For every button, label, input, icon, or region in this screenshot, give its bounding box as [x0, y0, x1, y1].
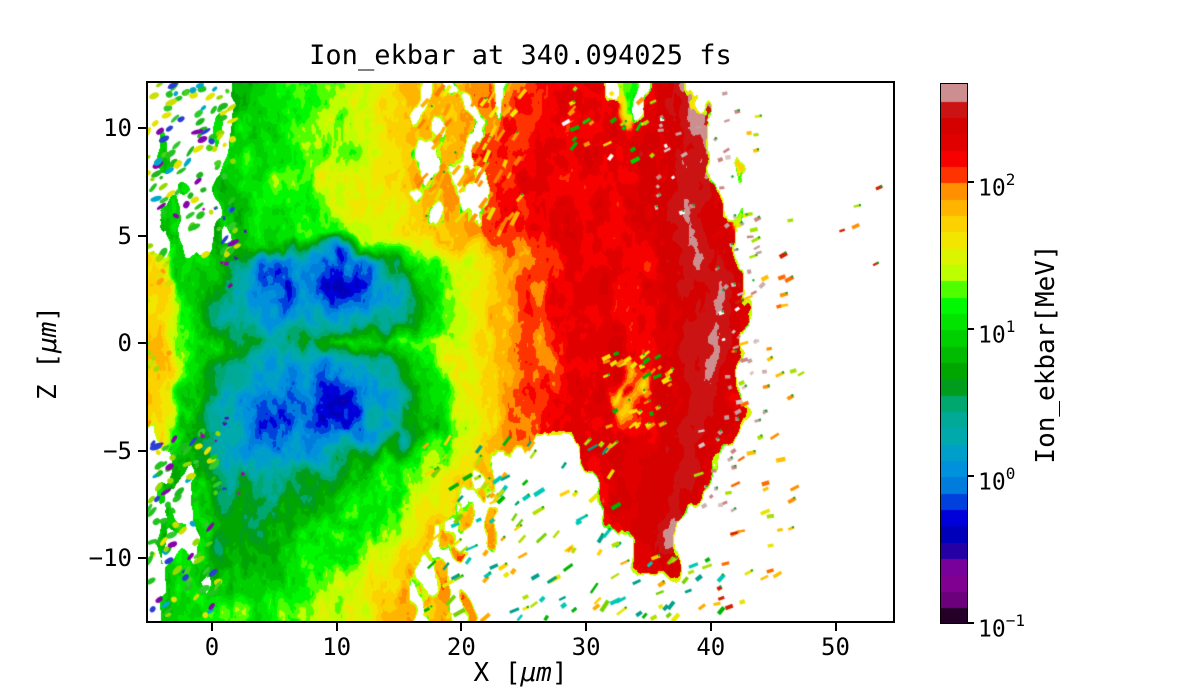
colorbar	[941, 84, 967, 623]
colorbar-tick-label: 10−1	[978, 610, 1025, 643]
y-tick-mark	[138, 127, 146, 130]
x-tick-mark	[834, 623, 837, 631]
heatmap-canvas	[146, 81, 895, 623]
x-tick-mark	[585, 623, 588, 631]
x-tick-label: 30	[571, 633, 601, 661]
y-tick-mark	[138, 557, 146, 560]
x-axis-label-mu: μm	[520, 658, 552, 688]
x-tick-mark	[460, 623, 463, 631]
x-tick-label: 40	[696, 633, 726, 661]
x-axis-label: X [μm]	[146, 658, 895, 688]
colorbar-tick-label: 102	[978, 169, 1015, 202]
colorbar-tick-base: 10	[978, 469, 1006, 496]
colorbar-tick-label: 100	[978, 463, 1015, 496]
x-tick-label: 10	[322, 633, 352, 661]
colorbar-tick-mark	[967, 475, 974, 478]
x-tick-label: 50	[821, 633, 850, 661]
y-axis-label-mu: μm	[33, 321, 63, 353]
y-tick-label: 0	[117, 329, 132, 358]
colorbar-tick-mark	[967, 328, 974, 331]
colorbar-label: Ion_ekbar[MeV]	[1031, 244, 1061, 464]
x-tick-mark	[335, 623, 338, 631]
y-tick-label: 5	[117, 221, 132, 250]
colorbar-tick-base: 10	[978, 175, 1006, 202]
x-axis-label-pre: X [	[473, 658, 521, 688]
y-tick-label: −5	[103, 436, 132, 465]
colorbar-tick-exponent: 1	[1005, 317, 1016, 337]
colorbar-tick-base: 10	[978, 616, 1006, 643]
x-tick-label: 0	[204, 633, 220, 661]
x-axis-label-post: ]	[551, 658, 568, 688]
y-axis-label-pre: Z [	[33, 353, 63, 400]
y-tick-label: 10	[103, 114, 132, 143]
colorbar-tick-exponent: 0	[1005, 464, 1016, 484]
y-axis-label: Z [μm]	[33, 243, 63, 463]
y-tick-mark	[138, 449, 146, 452]
y-tick-label: −10	[88, 544, 132, 573]
x-tick-mark	[709, 623, 712, 631]
colorbar-tick-mark	[967, 622, 974, 624]
colorbar-tick-exponent: 2	[1005, 170, 1016, 190]
y-axis-label-post: ]	[33, 306, 63, 322]
x-tick-mark	[210, 623, 213, 631]
y-tick-mark	[138, 342, 146, 345]
y-tick-mark	[138, 234, 146, 237]
chart-title: Ion_ekbar at 340.094025 fs	[309, 40, 732, 71]
colorbar-tick-exponent: −1	[1005, 611, 1025, 630]
colorbar-tick-label: 101	[978, 316, 1015, 349]
colorbar-tick-base: 10	[978, 322, 1006, 349]
colorbar-tick-mark	[967, 181, 974, 184]
x-tick-label: 20	[446, 633, 476, 661]
